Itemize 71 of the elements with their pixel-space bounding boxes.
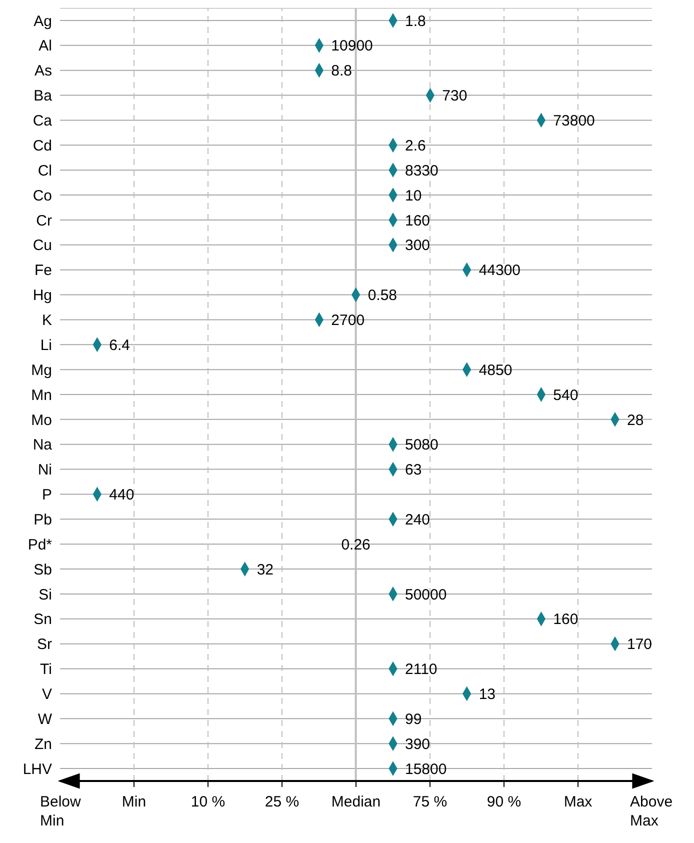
y-tick-label: Pd* (28, 536, 52, 554)
text: 75 % (412, 794, 448, 810)
annotation: 2700 (331, 312, 365, 330)
y-tick-label: LHV (22, 760, 52, 778)
y-tick-label: Li (40, 336, 52, 354)
text: 10 % (190, 794, 226, 810)
annotation: 240 (405, 512, 430, 528)
annotation: 44300 (478, 262, 521, 280)
annotation: 2110 (405, 661, 438, 678)
y-tick-label: Ba (34, 88, 53, 105)
annotation: 13 (478, 686, 496, 704)
y-tick-label: K (42, 312, 52, 330)
annotation: 73800 (553, 112, 595, 130)
y-tick-label: P (42, 486, 52, 504)
text: Median (331, 794, 381, 810)
y-tick-label: Al (38, 38, 52, 55)
annotation: 8330 (405, 162, 438, 180)
annotation: 10 (405, 187, 422, 204)
y-tick-label: V (42, 686, 52, 704)
y-tick-label: Cr (36, 212, 52, 230)
y-tick-label: Ca (32, 112, 53, 130)
y-tick-label: As (34, 62, 52, 80)
annotation: 28 (627, 412, 644, 429)
y-tick-label: Sr (37, 636, 52, 654)
annotation: 440 (109, 486, 134, 504)
y-tick-label: Co (32, 187, 52, 204)
annotation: 32 (256, 561, 274, 578)
y-tick-label: Ni (38, 462, 52, 479)
annotation: 0.58 (368, 287, 398, 304)
annotation: 2.6 (405, 137, 426, 154)
y-tick-label: Cd (32, 137, 52, 154)
annotation: 730 (442, 88, 468, 105)
y-tick-label: Hg (32, 287, 52, 304)
annotation: 160 (553, 611, 578, 628)
y-tick-label: Si (38, 586, 52, 604)
y-tick-label: Ag (34, 12, 52, 30)
y-tick-label: Mo (31, 412, 52, 429)
y-tick-label: Ti (40, 661, 52, 678)
annotation: 4850 (478, 362, 512, 379)
annotation: 63 (405, 462, 422, 479)
annotation: 10900 (331, 38, 373, 55)
y-tick-label: Fe (34, 262, 52, 280)
y-tick-label: Na (32, 436, 53, 454)
text: 25 % (264, 794, 300, 810)
annotation: 170 (627, 636, 652, 654)
annotation: 160 (405, 212, 430, 230)
annotation: 300 (405, 237, 430, 254)
annotation: 540 (553, 386, 578, 404)
y-tick-label: Mn (31, 386, 52, 404)
annotation: 15800 (405, 760, 447, 778)
y-tick-label: Cu (32, 237, 52, 254)
text: Above Max (630, 794, 673, 830)
annotation: 390 (405, 736, 430, 753)
y-tick-label: Sn (34, 611, 52, 628)
annotation: 0.26 (341, 536, 370, 554)
annotation: 5080 (405, 436, 438, 454)
y-tick-label: Sb (34, 561, 52, 578)
annotation: 8.8 (331, 62, 352, 80)
y-tick-label: Zn (34, 736, 52, 753)
text: 90 % (486, 794, 522, 810)
annotation: 50000 (405, 586, 447, 604)
annotation: 1.8 (405, 12, 426, 30)
y-tick-label: Pb (34, 512, 52, 528)
y-tick-label: Mg (31, 362, 52, 379)
annotation: 99 (405, 710, 422, 728)
text: Below Min (40, 794, 82, 830)
text: Min (122, 794, 146, 810)
y-tick-label: W (38, 710, 53, 728)
annotation: 6.4 (109, 336, 130, 354)
text: Max (564, 794, 593, 810)
y-tick-label: Cl (38, 162, 52, 180)
